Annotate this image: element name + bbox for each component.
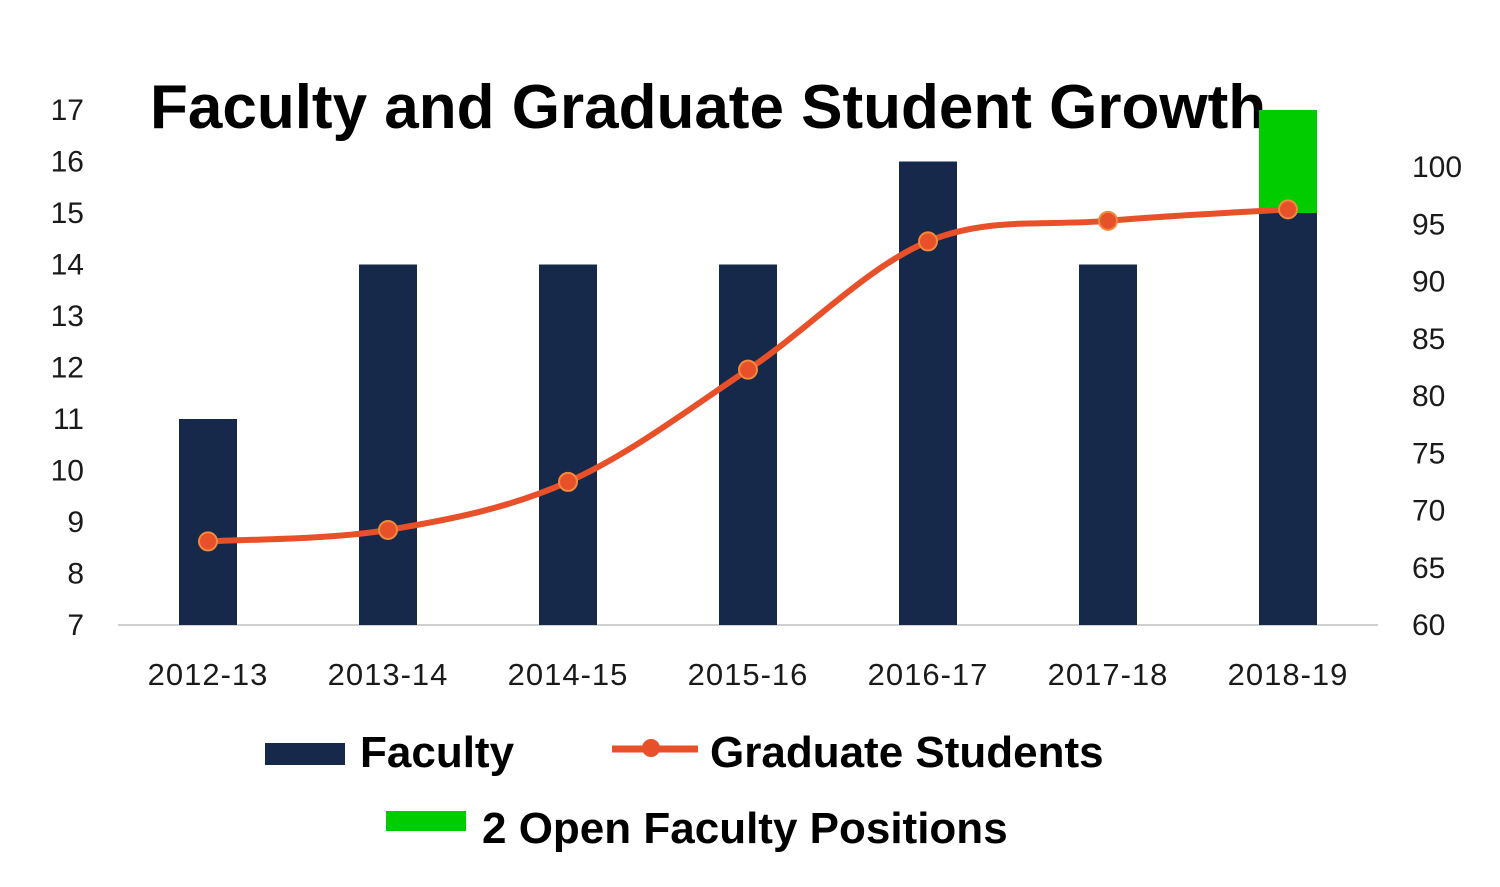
graduate-students-point bbox=[918, 231, 938, 252]
left-tick-label: 8 bbox=[67, 558, 84, 591]
legend-swatch-open-positions bbox=[386, 811, 466, 831]
x-tick-label: 2018-19 bbox=[1228, 657, 1349, 692]
right-tick-label: 80 bbox=[1412, 380, 1445, 413]
legend-label-open-positions: 2 Open Faculty Positions bbox=[482, 804, 1008, 853]
right-y-axis: 60 65 70 75 80 85 90 95 100 bbox=[1412, 151, 1462, 642]
legend-marker-graduate-students bbox=[642, 739, 660, 757]
left-tick-label: 12 bbox=[51, 352, 84, 385]
faculty-bar bbox=[1259, 213, 1317, 625]
legend-label-graduate-students: Graduate Students bbox=[710, 728, 1104, 777]
graduate-students-point bbox=[1278, 199, 1298, 220]
left-tick-label: 16 bbox=[51, 146, 84, 179]
faculty-bar bbox=[1079, 264, 1137, 625]
x-axis-labels: 2012-13 2013-14 2014-15 2015-16 2016-17 2017-… bbox=[148, 657, 1349, 692]
right-tick-label: 75 bbox=[1412, 437, 1445, 470]
graduate-students-point bbox=[738, 359, 758, 380]
left-tick-label: 10 bbox=[51, 455, 84, 488]
chart-title: Faculty and Graduate Student Growth bbox=[150, 73, 1266, 142]
right-tick-label: 70 bbox=[1412, 495, 1445, 528]
left-y-axis: 7 8 9 10 11 12 13 14 15 16 17 bbox=[51, 94, 84, 642]
x-tick-label: 2014-15 bbox=[508, 657, 629, 692]
right-tick-label: 95 bbox=[1412, 208, 1445, 241]
left-tick-label: 14 bbox=[51, 249, 84, 282]
right-tick-label: 90 bbox=[1412, 266, 1445, 299]
x-tick-label: 2017-18 bbox=[1048, 657, 1169, 692]
graduate-students-point bbox=[378, 519, 398, 540]
x-tick-label: 2012-13 bbox=[148, 657, 269, 692]
left-tick-label: 13 bbox=[51, 300, 84, 333]
faculty-bar bbox=[539, 264, 597, 625]
faculty-bar bbox=[179, 419, 237, 625]
left-tick-label: 17 bbox=[51, 94, 84, 127]
right-tick-label: 85 bbox=[1412, 323, 1445, 356]
faculty-bar bbox=[899, 161, 957, 625]
graduate-students-line bbox=[198, 199, 1298, 552]
right-tick-label: 65 bbox=[1412, 552, 1445, 585]
legend-swatch-faculty bbox=[265, 743, 345, 765]
faculty-bar bbox=[359, 264, 417, 625]
open-positions-bar bbox=[1259, 110, 1317, 213]
right-tick-label: 60 bbox=[1412, 609, 1445, 642]
legend-label-faculty: Faculty bbox=[360, 728, 515, 777]
left-tick-label: 11 bbox=[53, 403, 84, 436]
right-tick-label: 100 bbox=[1412, 151, 1462, 184]
legend: Faculty Graduate Students 2 Open Faculty… bbox=[265, 728, 1104, 853]
x-tick-label: 2015-16 bbox=[688, 657, 809, 692]
graduate-students-point bbox=[1098, 210, 1118, 231]
x-tick-label: 2016-17 bbox=[868, 657, 989, 692]
graduate-students-point bbox=[558, 471, 578, 492]
faculty-bar bbox=[719, 264, 777, 625]
left-tick-label: 15 bbox=[51, 197, 84, 230]
graduate-students-point bbox=[198, 531, 218, 552]
left-tick-label: 9 bbox=[67, 506, 84, 539]
x-tick-label: 2013-14 bbox=[328, 657, 449, 692]
bars bbox=[179, 110, 1317, 625]
left-tick-label: 7 bbox=[67, 609, 84, 642]
